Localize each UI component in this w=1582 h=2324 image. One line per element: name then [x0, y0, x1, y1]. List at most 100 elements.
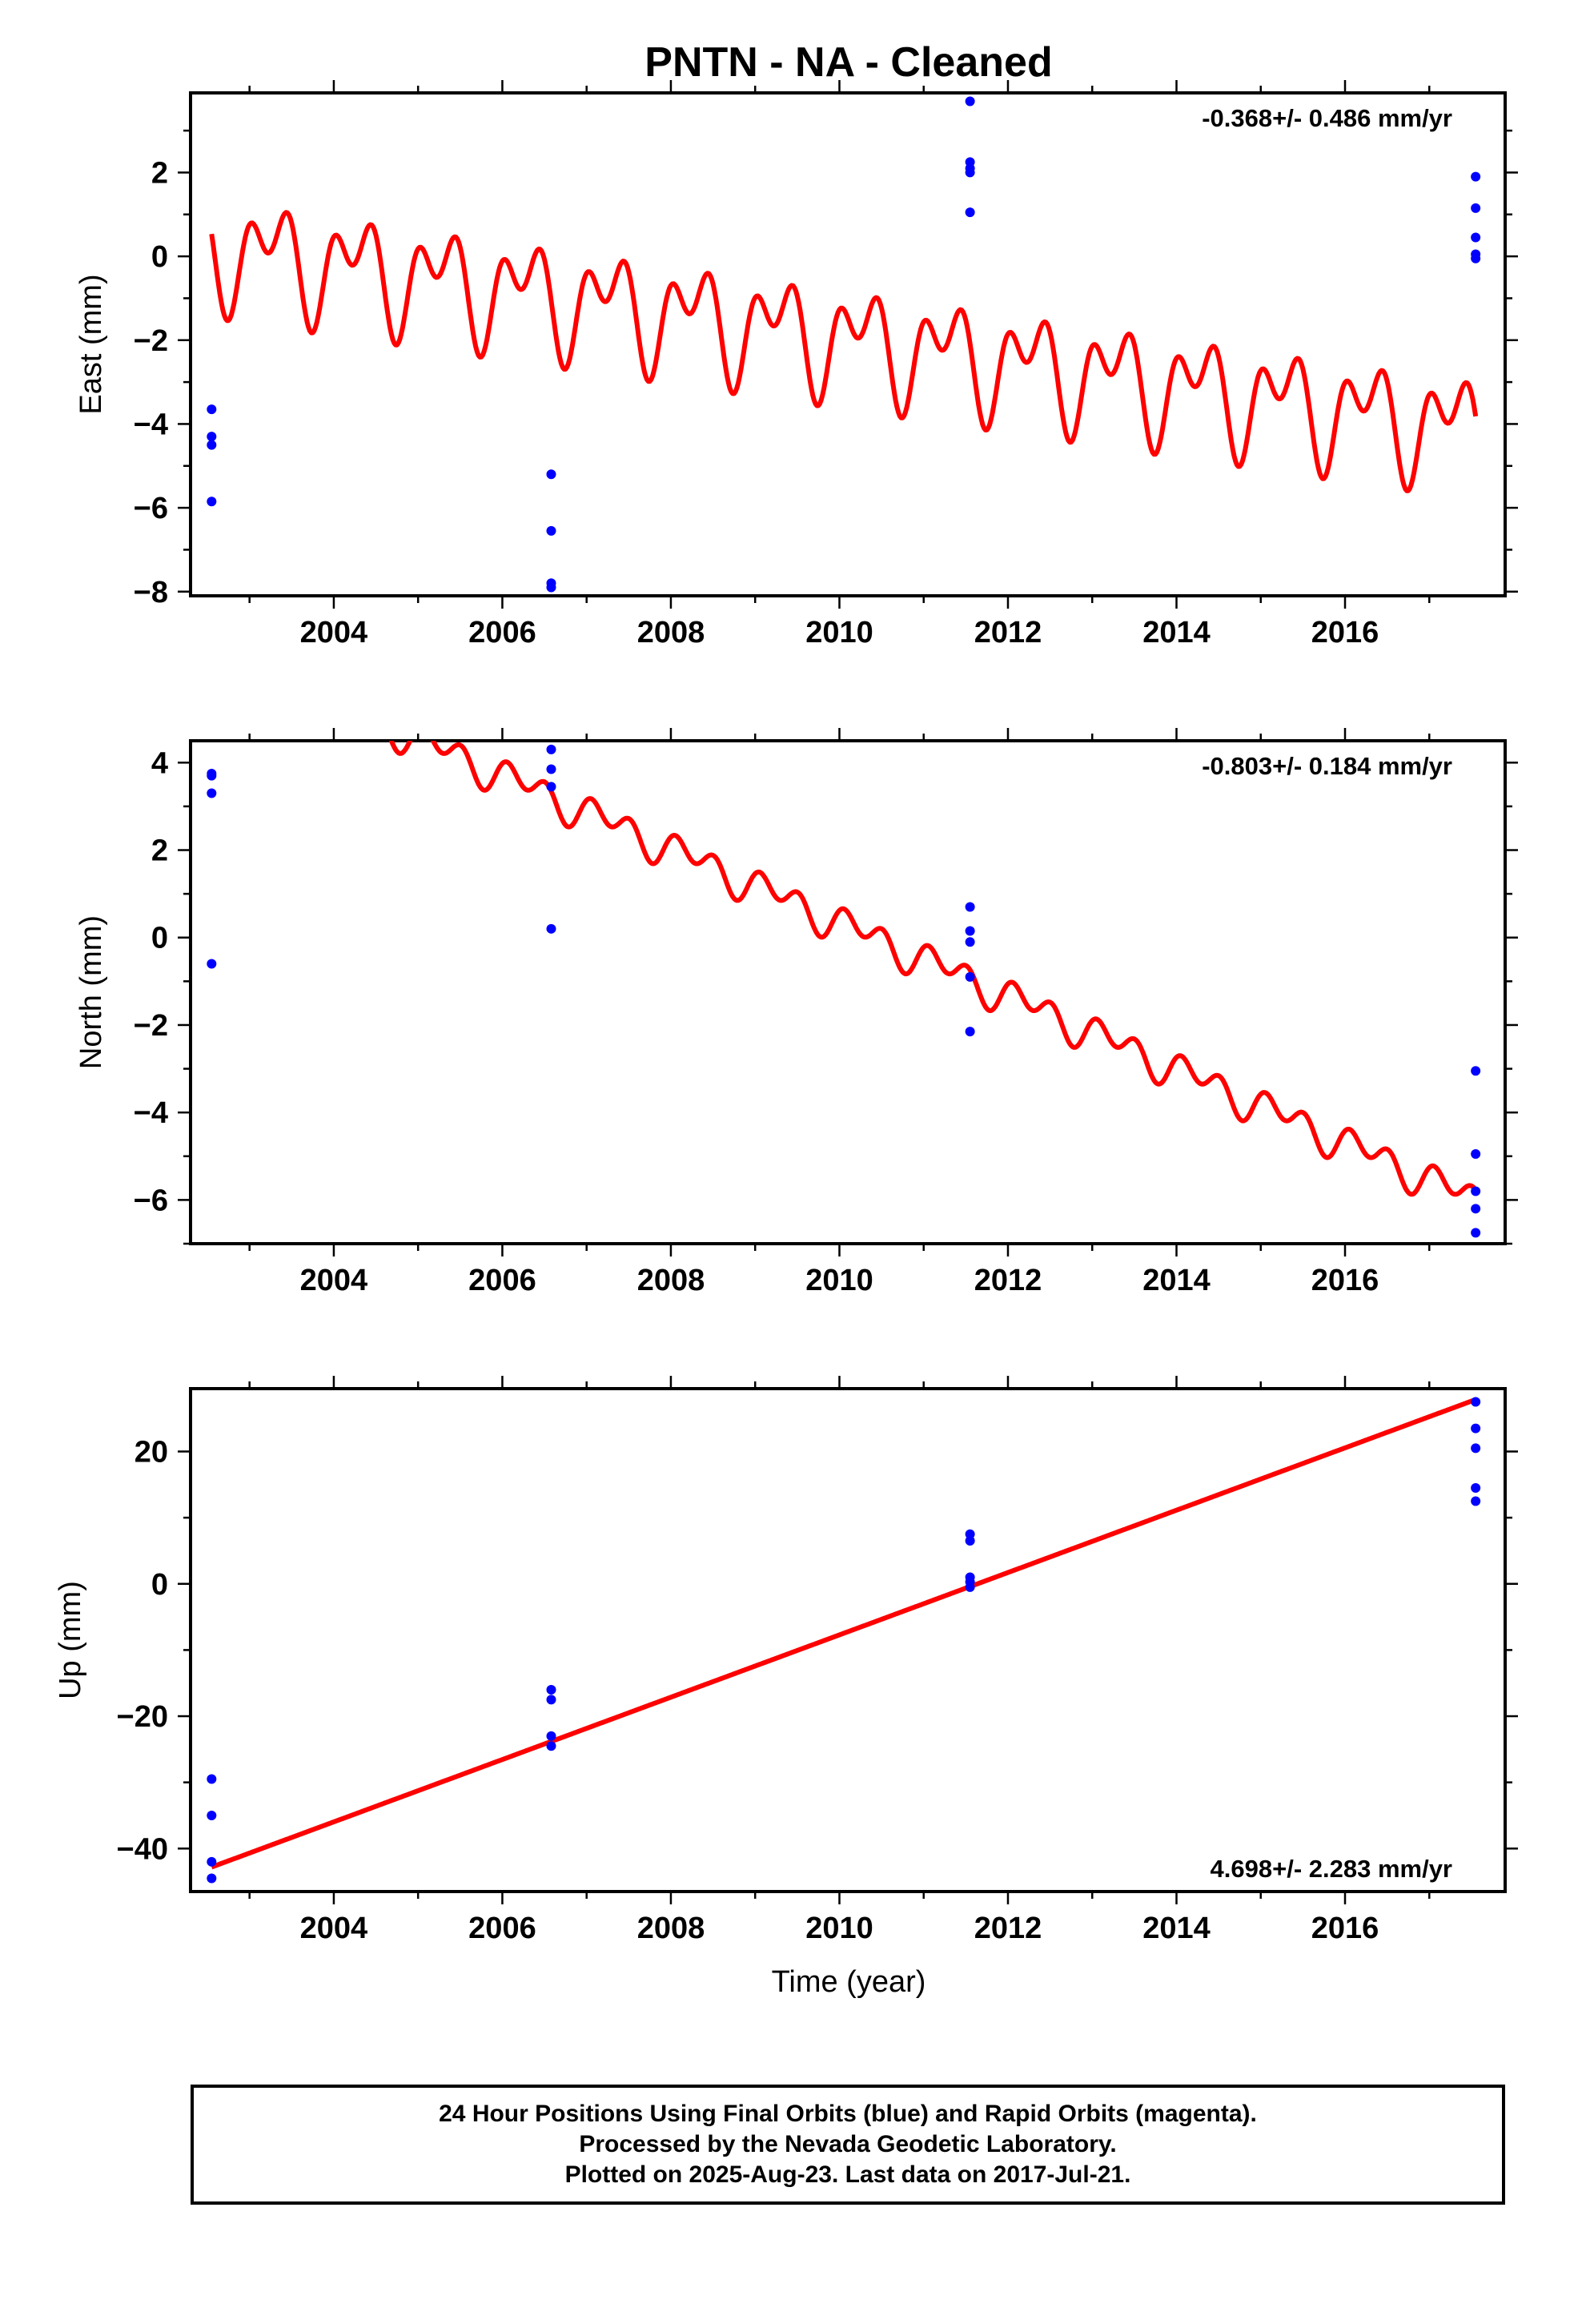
data-point	[546, 1684, 556, 1695]
y-tick-label: −6	[134, 1184, 168, 1217]
y-axis-label: East (mm)	[74, 274, 108, 414]
data-point	[1471, 1228, 1481, 1238]
data-point	[1471, 203, 1481, 213]
data-point	[965, 167, 975, 178]
footer-line-3: Plotted on 2025-Aug-23. Last data on 201…	[564, 2161, 1131, 2188]
x-tick-label: 2016	[1311, 1912, 1379, 1945]
data-point	[207, 1810, 217, 1820]
data-point	[965, 971, 975, 982]
x-tick-label: 2012	[974, 616, 1042, 649]
data-point	[1471, 1066, 1481, 1076]
data-point	[546, 469, 556, 480]
x-tick-label: 2010	[805, 1912, 873, 1945]
data-point	[1471, 1149, 1481, 1160]
data-point	[207, 1873, 217, 1884]
panel-1: 2004 2006 2008 2010 2012 2014 2016 −8 −6 −4 −2 0 2 Ea…	[74, 80, 1518, 649]
data-point	[207, 788, 217, 798]
data-point	[1471, 1443, 1481, 1454]
data-point	[965, 1529, 975, 1539]
x-tick-label: 2014	[1142, 1264, 1211, 1297]
data-point	[207, 440, 217, 450]
data-point	[207, 404, 217, 415]
data-point	[546, 764, 556, 774]
data-point	[1471, 1204, 1481, 1214]
x-tick-label: 2012	[974, 1912, 1042, 1945]
x-tick-label: 2006	[468, 1264, 536, 1297]
data-point	[1471, 1186, 1481, 1196]
data-point	[1471, 171, 1481, 182]
x-tick-label: 2008	[637, 616, 705, 649]
data-point	[965, 1536, 975, 1546]
data-point	[965, 96, 975, 107]
data-point	[1471, 253, 1481, 263]
data-point	[546, 782, 556, 792]
data-point	[965, 207, 975, 218]
y-tick-label: 20	[135, 1436, 168, 1470]
data-point	[207, 959, 217, 969]
rate-label: -0.368+/- 0.486 mm/yr	[1202, 104, 1452, 132]
data-point	[1471, 232, 1481, 243]
y-tick-label: −20	[117, 1700, 168, 1734]
data-point	[546, 1741, 556, 1751]
panel-2: 2004 2006 2008 2010 2012 2014 2016 −6 −4 −2 0 2 4 Nor…	[74, 728, 1518, 1297]
x-axis-label: Time (year)	[772, 1965, 926, 1999]
y-axis-label: North (mm)	[74, 915, 108, 1069]
x-tick-label: 2016	[1311, 1264, 1379, 1297]
figure-title: PNTN - NA - Cleaned	[644, 39, 1052, 86]
rate-label: 4.698+/- 2.283 mm/yr	[1211, 1855, 1452, 1883]
data-point	[965, 1027, 975, 1037]
data-point	[1471, 1423, 1481, 1433]
y-tick-label: −6	[134, 492, 168, 525]
y-tick-label: −4	[134, 408, 168, 441]
y-tick-label: 2	[151, 834, 168, 868]
model-curve	[211, 1397, 1477, 1870]
rate-label: -0.803+/- 0.184 mm/yr	[1202, 752, 1452, 780]
y-tick-label: −8	[134, 576, 168, 609]
x-tick-label: 2010	[805, 1264, 873, 1297]
plot-frame	[189, 739, 1507, 1245]
x-tick-label: 2016	[1311, 616, 1379, 649]
data-point	[965, 926, 975, 936]
data-point	[965, 937, 975, 947]
data-point	[207, 770, 217, 781]
x-tick-label: 2004	[300, 616, 368, 649]
y-tick-label: −40	[117, 1832, 168, 1866]
data-point	[965, 1582, 975, 1592]
x-tick-label: 2004	[300, 1264, 368, 1297]
panel-3: 2004 2006 2008 2010 2012 2014 2016 −40 −20 0 20 Up …	[54, 1376, 1518, 1945]
x-tick-label: 2010	[805, 616, 873, 649]
x-tick-label: 2008	[637, 1264, 705, 1297]
y-tick-label: 0	[151, 240, 168, 274]
data-point	[1471, 1482, 1481, 1493]
x-tick-label: 2012	[974, 1264, 1042, 1297]
model-curve	[209, 210, 1479, 493]
y-tick-label: 4	[151, 746, 168, 780]
y-tick-label: −2	[134, 1009, 168, 1043]
x-tick-label: 2006	[468, 616, 536, 649]
x-tick-label: 2014	[1142, 616, 1211, 649]
data-point	[1471, 1397, 1481, 1407]
footer-caption: 24 Hour Positions Using Final Orbits (bl…	[191, 2085, 1505, 2205]
x-tick-label: 2006	[468, 1912, 536, 1945]
data-point	[546, 744, 556, 754]
x-tick-label: 2008	[637, 1912, 705, 1945]
data-point	[207, 1856, 217, 1867]
data-point	[546, 1695, 556, 1705]
y-tick-label: 2	[151, 156, 168, 190]
plot-frame	[189, 91, 1507, 597]
y-tick-label: 0	[151, 1568, 168, 1602]
data-point	[207, 497, 217, 507]
y-tick-label: 0	[151, 922, 168, 955]
data-point	[207, 432, 217, 442]
data-point	[546, 923, 556, 934]
data-point	[965, 902, 975, 912]
y-axis-label: Up (mm)	[54, 1581, 87, 1699]
data-point	[546, 525, 556, 536]
data-point	[546, 1731, 556, 1741]
plot-frame	[189, 1387, 1507, 1893]
x-tick-label: 2014	[1142, 1912, 1211, 1945]
data-point	[207, 1774, 217, 1784]
y-tick-label: −2	[134, 324, 168, 358]
model-curve	[388, 741, 1478, 1197]
